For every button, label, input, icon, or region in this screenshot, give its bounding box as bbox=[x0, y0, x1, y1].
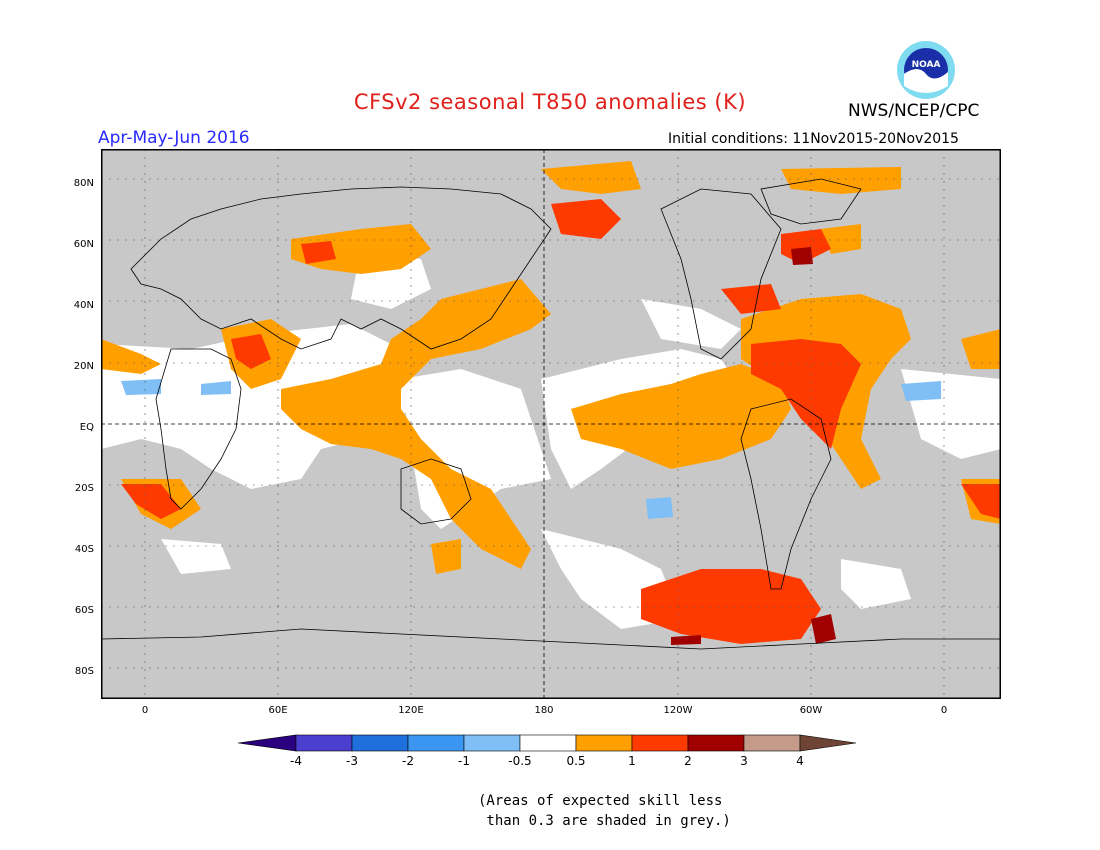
latitude-label: 80N bbox=[73, 178, 94, 189]
skill-note-line-1: (Areas of expected skill less bbox=[478, 793, 723, 809]
latitude-label: 60N bbox=[73, 239, 94, 250]
agency-label: NWS/NCEP/CPC bbox=[848, 101, 980, 121]
longitude-label: 60E bbox=[268, 705, 288, 716]
colorbar-tick-label: -3 bbox=[346, 754, 358, 768]
initial-conditions-label: Initial conditions: 11Nov2015-20Nov2015 bbox=[668, 131, 959, 147]
skill-note-line-2: than 0.3 are shaded in grey.) bbox=[478, 813, 731, 829]
latitude-label: 60S bbox=[74, 605, 94, 616]
longitude-label: 60W bbox=[799, 705, 823, 716]
colorbar-tick-label: 0.5 bbox=[566, 754, 586, 768]
colorbar-bin bbox=[519, 734, 577, 752]
colorbar-bin bbox=[575, 734, 633, 752]
colorbar bbox=[237, 734, 857, 752]
longitude-label: 120W bbox=[663, 705, 693, 716]
colorbar-tick-label: -4 bbox=[290, 754, 302, 768]
colorbar-bin bbox=[463, 734, 521, 752]
colorbar-bin bbox=[351, 734, 409, 752]
map-frame bbox=[101, 149, 1001, 699]
colorbar-bin bbox=[407, 734, 465, 752]
colorbar-bin bbox=[631, 734, 689, 752]
latitude-label: 20S bbox=[74, 483, 94, 494]
colorbar-tick-label: -2 bbox=[402, 754, 414, 768]
colorbar-bin bbox=[799, 734, 857, 752]
coastlines bbox=[101, 178, 1001, 650]
colorbar-bin bbox=[743, 734, 801, 752]
colorbar-tick-label: -0.5 bbox=[508, 754, 532, 768]
anomaly-1-to-2 bbox=[121, 199, 1001, 644]
grid-lines bbox=[101, 149, 1001, 699]
colorbar-bin bbox=[687, 734, 745, 752]
colorbar-tick-label: -1 bbox=[458, 754, 470, 768]
colorbar-tick-label: 3 bbox=[740, 754, 748, 768]
colorbar-tick-label: 4 bbox=[796, 754, 804, 768]
latitude-label: 40S bbox=[74, 544, 94, 555]
colorbar-bin bbox=[237, 734, 297, 752]
longitude-label: 0 bbox=[141, 705, 149, 716]
chart-title: CFSv2 seasonal T850 anomalies (K) bbox=[353, 90, 747, 114]
colorbar-tick-label: 1 bbox=[628, 754, 636, 768]
anomaly-map bbox=[101, 149, 1001, 699]
colorbar-bin bbox=[295, 734, 353, 752]
longitude-label: 180 bbox=[534, 705, 554, 716]
colorbar-tick-label: 2 bbox=[684, 754, 692, 768]
noaa-logo-icon: NOAA bbox=[897, 41, 955, 99]
latitude-label: EQ bbox=[79, 422, 94, 433]
logo-text: NOAA bbox=[912, 60, 941, 70]
longitude-label: 0 bbox=[940, 705, 948, 716]
anomaly-2-to-3 bbox=[671, 247, 836, 645]
anomaly-minus-0.5-to-minus-1 bbox=[121, 379, 941, 519]
longitude-label: 120E bbox=[398, 705, 424, 716]
latitude-label: 40N bbox=[73, 300, 94, 311]
latitude-label: 80S bbox=[74, 666, 94, 677]
latitude-label: 20N bbox=[73, 361, 94, 372]
skill-note: (Areas of expected skill less than 0.3 a… bbox=[478, 791, 731, 831]
season-label: Apr-May-Jun 2016 bbox=[98, 128, 250, 148]
